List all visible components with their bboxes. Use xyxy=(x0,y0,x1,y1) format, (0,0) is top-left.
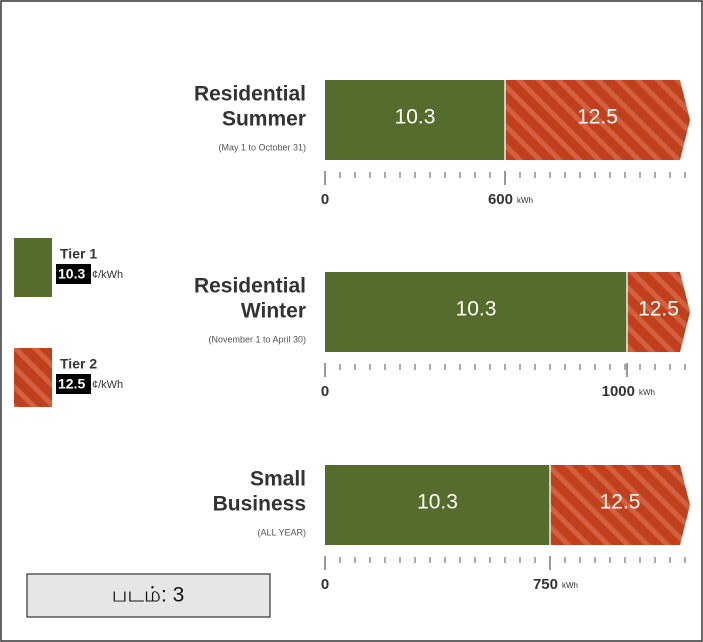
legend-rate-box xyxy=(56,374,91,394)
row-title: Residential xyxy=(194,83,306,106)
axis-start: 0 xyxy=(321,576,329,593)
tier2-bar xyxy=(505,80,690,160)
axis-threshold: 750 xyxy=(533,576,558,593)
legend-rate: 10.3 xyxy=(58,266,85,282)
tier1-value: 10.3 xyxy=(395,106,436,129)
axis-threshold: 1000 xyxy=(602,383,635,400)
row-subtitle: (ALL YEAR) xyxy=(257,527,306,537)
tier1-value: 10.3 xyxy=(417,491,458,514)
row-subtitle: (May 1 to October 31) xyxy=(218,142,306,152)
axis-unit: kWh xyxy=(517,196,533,205)
caption: படம்: 3 xyxy=(112,584,185,607)
tier1-value: 10.3 xyxy=(456,298,497,321)
axis-start: 0 xyxy=(321,383,329,400)
tier2-value: 12.5 xyxy=(577,106,618,129)
legend-rate-box xyxy=(56,264,91,284)
axis-start: 0 xyxy=(321,191,329,208)
row-title: Business xyxy=(213,493,306,516)
tier2-value: 12.5 xyxy=(600,491,641,514)
tier1-bar xyxy=(325,465,550,545)
tier1-bar xyxy=(325,272,627,352)
legend-rate: 12.5 xyxy=(58,376,85,392)
tier2-bar xyxy=(550,465,690,545)
legend: Tier 1 10.3 ¢/kWh Tier 2 12.5 ¢/kWh xyxy=(14,238,123,407)
row-title: Summer xyxy=(222,108,306,131)
axis-threshold: 600 xyxy=(488,191,513,208)
tier2-value: 12.5 xyxy=(638,298,679,321)
legend-unit: ¢/kWh xyxy=(92,379,123,391)
row-title: Residential xyxy=(194,275,306,298)
tier2-bar xyxy=(627,272,690,352)
legend-swatch xyxy=(14,238,52,297)
axis-unit: kWh xyxy=(639,388,655,397)
row-title: Small xyxy=(250,468,306,491)
axis-unit: kWh xyxy=(562,581,578,590)
legend-unit: ¢/kWh xyxy=(92,269,123,281)
row-subtitle: (November 1 to April 30) xyxy=(208,334,306,344)
row-title: Winter xyxy=(241,300,306,323)
legend-name: Tier 1 xyxy=(60,246,97,262)
tier1-bar xyxy=(325,80,505,160)
caption-box xyxy=(26,573,271,618)
legend-name: Tier 2 xyxy=(60,356,97,372)
legend-swatch xyxy=(14,348,52,407)
